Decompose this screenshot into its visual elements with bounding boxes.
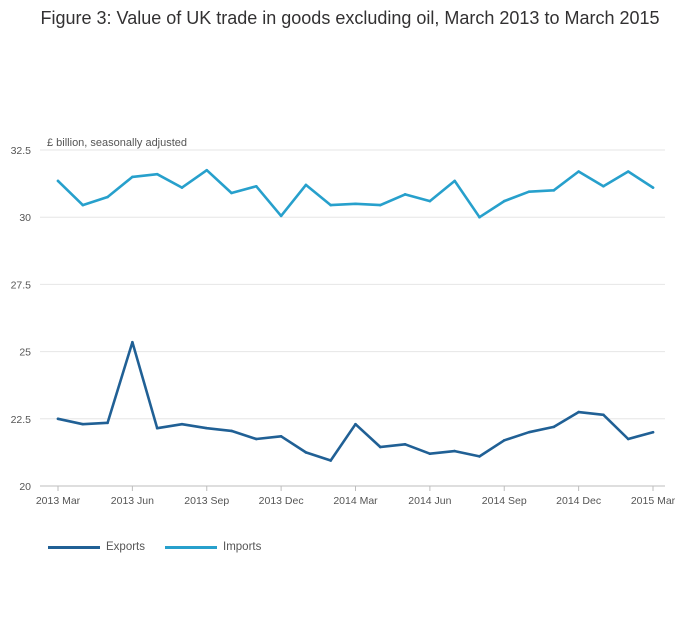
data-point-imports[interactable]: [577, 170, 580, 173]
data-point-imports[interactable]: [230, 191, 233, 195]
legend-swatch-imports: [165, 545, 217, 549]
data-point-imports[interactable]: [106, 195, 109, 199]
data-point-exports[interactable]: [502, 439, 506, 442]
data-point-imports[interactable]: [56, 179, 60, 183]
data-point-imports[interactable]: [81, 203, 85, 207]
y-tick-label: 32.5: [11, 145, 32, 157]
data-point-imports[interactable]: [354, 202, 357, 206]
data-point-exports[interactable]: [577, 410, 580, 414]
data-point-exports[interactable]: [106, 421, 109, 425]
chart-title: Figure 3: Value of UK trade in goods exc…: [40, 8, 660, 28]
data-point-imports[interactable]: [602, 184, 605, 188]
data-point-exports[interactable]: [205, 426, 209, 430]
x-tick-label: 2013 Sep: [184, 495, 229, 507]
data-point-imports[interactable]: [205, 168, 209, 172]
data-point-exports[interactable]: [81, 422, 85, 426]
x-tick-label: 2014 Mar: [333, 495, 378, 507]
legend-label-imports: Imports: [223, 541, 262, 553]
data-point-exports[interactable]: [626, 437, 630, 441]
data-point-imports[interactable]: [304, 183, 308, 187]
data-point-exports[interactable]: [180, 422, 184, 426]
data-point-exports[interactable]: [354, 422, 357, 426]
data-point-exports[interactable]: [255, 437, 258, 441]
data-point-exports[interactable]: [552, 425, 556, 429]
y-tick-label: 30: [19, 212, 31, 224]
series-line-imports[interactable]: [56, 168, 655, 219]
gridlines: [40, 149, 665, 487]
data-point-imports[interactable]: [180, 186, 184, 189]
legend-item-imports[interactable]: Imports: [165, 541, 261, 553]
series-lines: [56, 168, 655, 462]
legend-swatch-exports: [48, 545, 100, 549]
data-point-imports[interactable]: [279, 214, 283, 218]
data-point-imports[interactable]: [453, 179, 456, 183]
data-point-exports[interactable]: [428, 452, 432, 456]
data-point-imports[interactable]: [552, 189, 556, 192]
data-point-imports[interactable]: [131, 175, 134, 179]
series-line-exports[interactable]: [56, 340, 655, 462]
data-point-imports[interactable]: [255, 184, 258, 188]
data-point-exports[interactable]: [651, 430, 655, 434]
data-point-imports[interactable]: [478, 215, 481, 219]
x-tick-label: 2014 Dec: [556, 495, 601, 507]
x-axis: 2013 Mar 2013 Jun 2013 Sep 2013 Dec 2014 Mar…: [36, 486, 676, 507]
data-point-exports[interactable]: [230, 429, 233, 433]
data-point-imports[interactable]: [651, 186, 655, 189]
y-axis-unit-label: £ billion, seasonally adjusted: [47, 137, 188, 149]
data-point-imports[interactable]: [502, 199, 506, 203]
data-point-imports[interactable]: [329, 203, 333, 207]
x-tick-label: 2013 Jun: [111, 495, 154, 507]
data-point-exports[interactable]: [478, 455, 481, 458]
data-point-imports[interactable]: [403, 193, 407, 196]
data-point-exports[interactable]: [378, 445, 382, 449]
data-point-exports[interactable]: [56, 417, 60, 421]
data-point-imports[interactable]: [428, 199, 432, 203]
data-point-exports[interactable]: [602, 413, 605, 417]
data-point-imports[interactable]: [626, 170, 630, 173]
data-point-exports[interactable]: [403, 443, 407, 446]
data-point-imports[interactable]: [527, 190, 531, 193]
x-tick-label: 2013 Mar: [36, 495, 81, 507]
legend-label-exports: Exports: [106, 541, 145, 553]
data-point-exports[interactable]: [453, 449, 456, 453]
data-point-exports[interactable]: [329, 459, 333, 462]
data-point-exports[interactable]: [304, 451, 308, 454]
x-tick-label: 2013 Dec: [259, 495, 304, 507]
x-tick-label: 2015 Mar: [631, 495, 676, 507]
data-point-exports[interactable]: [527, 430, 531, 434]
legend: Exports Imports: [48, 541, 261, 553]
data-point-exports[interactable]: [155, 426, 159, 430]
x-tick-label: 2014 Sep: [482, 495, 527, 507]
data-point-exports[interactable]: [131, 340, 134, 344]
data-point-imports[interactable]: [378, 203, 382, 207]
data-point-exports[interactable]: [279, 434, 283, 438]
y-tick-label: 20: [19, 481, 31, 493]
y-tick-label: 22.5: [11, 414, 32, 426]
legend-item-exports[interactable]: Exports: [48, 541, 145, 553]
y-axis-ticks: 20 22.5 25 27.5 30 32.5: [11, 145, 32, 493]
data-point-imports[interactable]: [155, 172, 159, 176]
x-tick-label: 2014 Jun: [408, 495, 451, 507]
y-tick-label: 25: [19, 347, 31, 359]
y-tick-label: 27.5: [11, 279, 32, 291]
